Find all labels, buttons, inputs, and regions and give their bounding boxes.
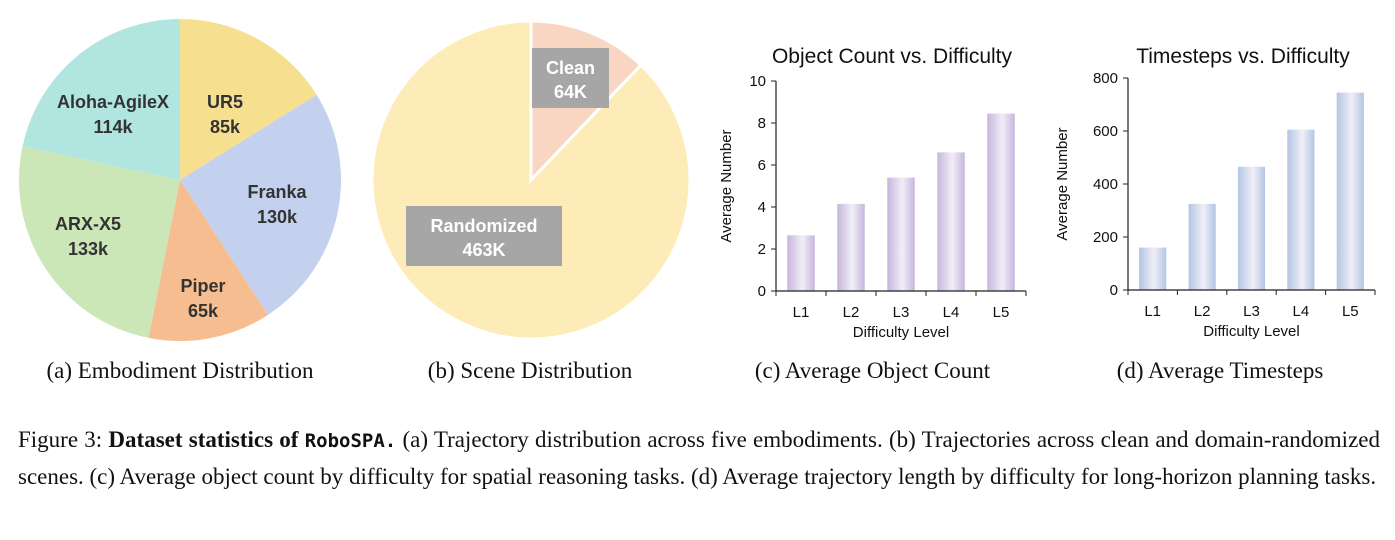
caption-dataset-name: RoboSPA.	[304, 430, 397, 452]
pie-slice-arx-x5	[19, 146, 181, 338]
x-tick-label: L2	[843, 304, 860, 321]
y-axis-label: Average Number	[1054, 127, 1071, 240]
x-tick-label: L4	[1293, 303, 1310, 320]
bar-l5	[987, 113, 1015, 291]
x-tick-label: L5	[1342, 303, 1359, 320]
y-tick-label: 600	[1093, 123, 1118, 140]
y-tick-label: 6	[758, 157, 766, 174]
x-axis-label: Difficulty Level	[853, 324, 949, 341]
bar-l3	[887, 177, 915, 291]
slice-name-aloha-agilex: Aloha-AgileX	[57, 92, 169, 112]
caption-bold: Dataset statistics of	[108, 427, 305, 452]
slice-name-franka: Franka	[247, 182, 307, 202]
slice-name-ur5: UR5	[207, 92, 243, 112]
scene-pie-chart: Clean 64K Randomized 463K	[370, 19, 692, 341]
y-tick-label: 10	[749, 73, 766, 90]
slice-name-piper: Piper	[180, 276, 225, 296]
embodiment-pie-chart: UR5 85k Franka 130k Piper 65k ARX-X5 133k Aloha-…	[19, 19, 341, 342]
slice-value-aloha-agilex: 114k	[93, 117, 133, 137]
x-tick-label: L5	[993, 304, 1010, 321]
scene-pie-panel: Clean 64K Randomized 463K (b) Scene Distrib…	[360, 0, 700, 400]
bar-l4	[1287, 129, 1315, 290]
embodiment-pie-panel: UR5 85k Franka 130k Piper 65k ARX-X5 133k Aloha-…	[0, 0, 360, 400]
y-tick-label: 400	[1093, 176, 1118, 193]
x-tick-label: L2	[1194, 303, 1211, 320]
bar-l4	[937, 152, 965, 291]
slice-value-piper: 65k	[188, 301, 219, 321]
x-tick-label: L3	[893, 304, 910, 321]
bar-l2	[837, 203, 865, 291]
y-tick-label: 2	[758, 241, 766, 258]
subcaption-c: (c) Average Object Count	[754, 358, 991, 383]
slice-value-clean: 64K	[554, 82, 587, 102]
figure-caption: Figure 3: Dataset statistics of RoboSPA.…	[18, 422, 1380, 494]
chart-title: Object Count vs. Difficulty	[772, 45, 1013, 68]
caption-body: (a) Trajectory distribution across five …	[18, 427, 1380, 489]
slice-name-arx-x5: ARX-X5	[55, 214, 121, 234]
slice-value-arx-x5: 133k	[68, 239, 109, 259]
y-tick-label: 200	[1093, 229, 1118, 246]
pie-slice-aloha-agilex	[22, 19, 180, 180]
bar-l1	[1139, 247, 1167, 290]
slice-value-ur5: 85k	[210, 117, 241, 137]
pie-slice-franka	[180, 94, 341, 315]
pie-slice-piper	[148, 180, 268, 342]
timesteps-bar-chart: Timesteps vs. Difficulty 0 200 400 600 800 L1 L…	[1054, 45, 1376, 340]
subcaption-d: (d) Average Timesteps	[1116, 358, 1324, 383]
subcaption-a: (a) Embodiment Distribution	[46, 358, 314, 383]
slice-value-randomized: 463K	[462, 240, 505, 260]
label-box-randomized	[406, 206, 562, 266]
x-tick-label: L4	[943, 304, 960, 321]
slice-name-clean: Clean	[546, 58, 595, 78]
pie-slice-ur5	[180, 19, 317, 180]
x-tick-label: L3	[1243, 303, 1260, 320]
subcaption-b: (b) Scene Distribution	[427, 358, 633, 383]
bar-l1	[787, 235, 815, 291]
x-axis-label: Difficulty Level	[1203, 323, 1299, 340]
chart-title: Timesteps vs. Difficulty	[1136, 45, 1350, 68]
timesteps-panel: Timesteps vs. Difficulty 0 200 400 600 800 L1 L…	[1045, 0, 1395, 400]
y-tick-label: 4	[758, 199, 766, 216]
bar-l5	[1336, 92, 1364, 290]
bar-l3	[1237, 166, 1266, 290]
y-axis-label: Average Number	[718, 129, 735, 242]
y-tick-label: 0	[758, 283, 766, 300]
pie-slice-randomized	[370, 19, 692, 341]
caption-prefix: Figure 3:	[18, 427, 109, 452]
label-box-clean	[532, 48, 609, 108]
object-count-bar-chart: Object Count vs. Difficulty 0 2 4 6 8 10 L1 L2 L3…	[718, 45, 1027, 341]
x-tick-label: L1	[1144, 303, 1161, 320]
x-tick-label: L1	[793, 304, 810, 321]
object-count-panel: Object Count vs. Difficulty 0 2 4 6 8 10 L1 L2 L3…	[700, 0, 1045, 400]
y-tick-label: 8	[758, 115, 766, 132]
slice-value-franka: 130k	[257, 207, 298, 227]
y-tick-label: 0	[1110, 282, 1118, 299]
bar-l2	[1188, 203, 1216, 290]
y-tick-label: 800	[1093, 70, 1118, 87]
slice-name-randomized: Randomized	[430, 216, 537, 236]
